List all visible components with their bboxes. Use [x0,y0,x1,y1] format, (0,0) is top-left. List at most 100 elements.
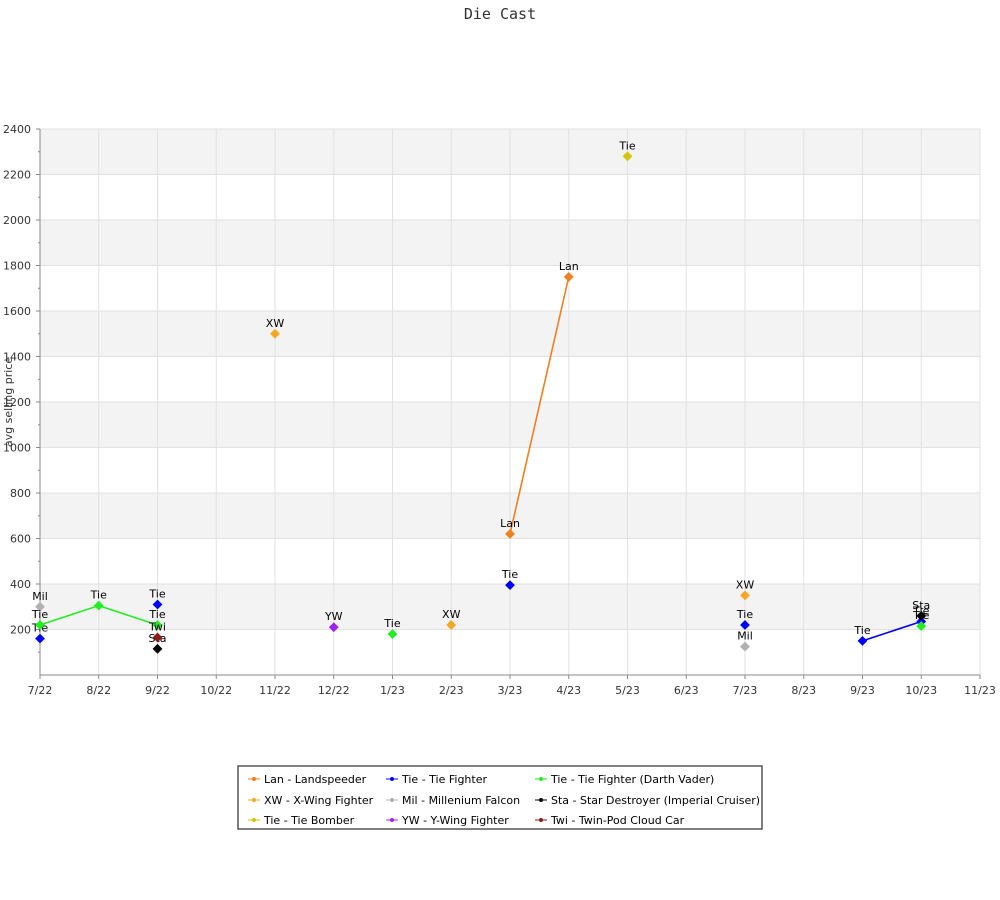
data-point[interactable] [916,621,927,631]
data-point-label: YW [324,610,343,623]
y-tick-label: 1400 [3,351,31,364]
data-point[interactable] [740,620,750,630]
legend-item[interactable]: Sta - Star Destroyer (Imperial Cruiser) [535,794,760,807]
data-point[interactable] [328,622,339,633]
legend-label: XW - X-Wing Fighter [264,794,374,807]
x-tick-label: 8/23 [791,684,816,697]
x-tick-label: 2/23 [439,684,464,697]
y-tick-label: 1800 [3,260,31,273]
legend-label: Sta - Star Destroyer (Imperial Cruiser) [551,794,760,807]
legend-swatch-marker [252,777,256,781]
y-tick-label: 1200 [3,396,31,409]
legend-item[interactable]: Tie - Tie Fighter [386,773,487,786]
data-point[interactable] [446,620,457,630]
legend-label: Mil - Millenium Falcon [402,794,520,807]
legend-item[interactable]: Lan - Landspeeder [248,773,367,786]
data-point[interactable] [622,151,633,162]
data-point[interactable] [152,599,163,610]
legend-label: Tie - Tie Bomber [263,814,355,827]
data-point-label: Tie [383,617,400,630]
x-axis-ticks: 7/22 8/22 9/22 10/22 11/22 12/22 1/23 2/23 3/23 4… [28,675,996,697]
x-tick-label: 5/23 [615,684,640,697]
data-point-label: XW [736,578,755,591]
y-tick-label: 1000 [3,442,31,455]
data-point[interactable] [93,600,104,611]
data-point[interactable] [740,590,750,601]
legend-item[interactable]: XW - X-Wing Fighter [248,794,374,807]
x-tick-label: 10/22 [200,684,232,697]
data-point[interactable] [35,601,45,612]
data-point[interactable] [152,643,163,654]
y-tick-label: 2000 [3,214,31,227]
x-tick-label: 3/23 [498,684,523,697]
legend-item[interactable]: Tie - Tie Fighter (Darth Vader) [535,773,714,786]
data-point-label: Sta [912,599,930,612]
data-point-label: Tie [912,605,929,618]
series-6: Tie Tie Tie Tie Tie [31,589,930,639]
data-point[interactable] [387,629,398,639]
x-tick-label: 4/23 [556,684,581,697]
series-line-segment [39,604,100,626]
data-point-label: XW [266,317,285,330]
data-point[interactable] [270,328,280,339]
legend-swatch-marker [390,777,394,781]
legend-label: Tie - Tie Fighter [401,773,487,786]
legend-box [237,765,763,830]
data-point-label: Lan [559,260,579,273]
data-point[interactable] [152,632,163,643]
series-line-segment [509,276,570,535]
data-point[interactable] [35,620,45,630]
x-tick-label: 6/23 [674,684,699,697]
legend-item[interactable]: Twi - Twin-Pod Cloud Car [535,814,685,827]
x-tick-label: 7/22 [28,684,53,697]
data-point-label: Tie [148,587,165,600]
y-tick-label: 800 [10,487,31,500]
series-line-segment [862,620,922,642]
data-point-label: Tie [853,624,870,637]
x-tick-label: 11/22 [259,684,291,697]
data-point-label: XW [442,608,461,621]
legend-label: Lan - Landspeeder [264,773,367,786]
data-point-label: Tie [31,608,48,621]
series-line-segment [98,604,158,626]
legend-item[interactable]: Tie - Tie Bomber [248,814,355,827]
data-point[interactable] [916,610,927,621]
legend: Lan - Landspeeder XW - X-Wing Fighter Tie … [237,765,763,830]
legend-swatch-marker [390,818,394,822]
y-tick-label: 1600 [3,305,31,318]
legend-item[interactable]: YW - Y-Wing Fighter [386,814,509,827]
data-point[interactable] [35,633,45,644]
legend-label: Tie - Tie Fighter (Darth Vader) [550,773,714,786]
chart-title: Die Cast [464,5,536,23]
data-point-label: Mil [32,590,48,603]
data-point[interactable] [505,580,515,591]
x-tick-label: 9/23 [850,684,875,697]
data-point-label: Tie [736,608,753,621]
legend-swatch-marker [539,798,543,802]
x-tick-label: 8/22 [86,684,111,697]
series-layer: Lan Lan XW XW XW Tie Tie Tie Tie Tie Tie Tie Mil Mil Y… [31,139,930,654]
legend-label: Twi - Twin-Pod Cloud Car [550,814,685,827]
data-point[interactable] [505,529,515,539]
data-point[interactable] [563,271,574,282]
data-point[interactable] [740,641,750,652]
legend-item[interactable]: Mil - Millenium Falcon [386,794,520,807]
series-4: Mil Mil [32,590,753,652]
legend-swatch-marker [539,777,543,781]
y-tick-label: 2400 [3,123,31,136]
series-0: Lan Lan [500,260,579,539]
legend-swatch-marker [539,818,543,822]
data-point-label: Lan [500,517,520,530]
x-tick-label: 1/23 [380,684,405,697]
legend-swatch-marker [390,798,394,802]
x-tick-label: 11/23 [964,684,996,697]
data-point[interactable] [152,620,163,630]
x-tick-label: 7/23 [733,684,758,697]
legend-swatch-marker [252,798,256,802]
data-point-label: Tie [618,139,635,152]
x-tick-label: 12/22 [318,684,350,697]
series-2: Tie [618,139,636,162]
y-tick-label: 2200 [3,169,31,182]
data-point[interactable] [857,635,868,646]
